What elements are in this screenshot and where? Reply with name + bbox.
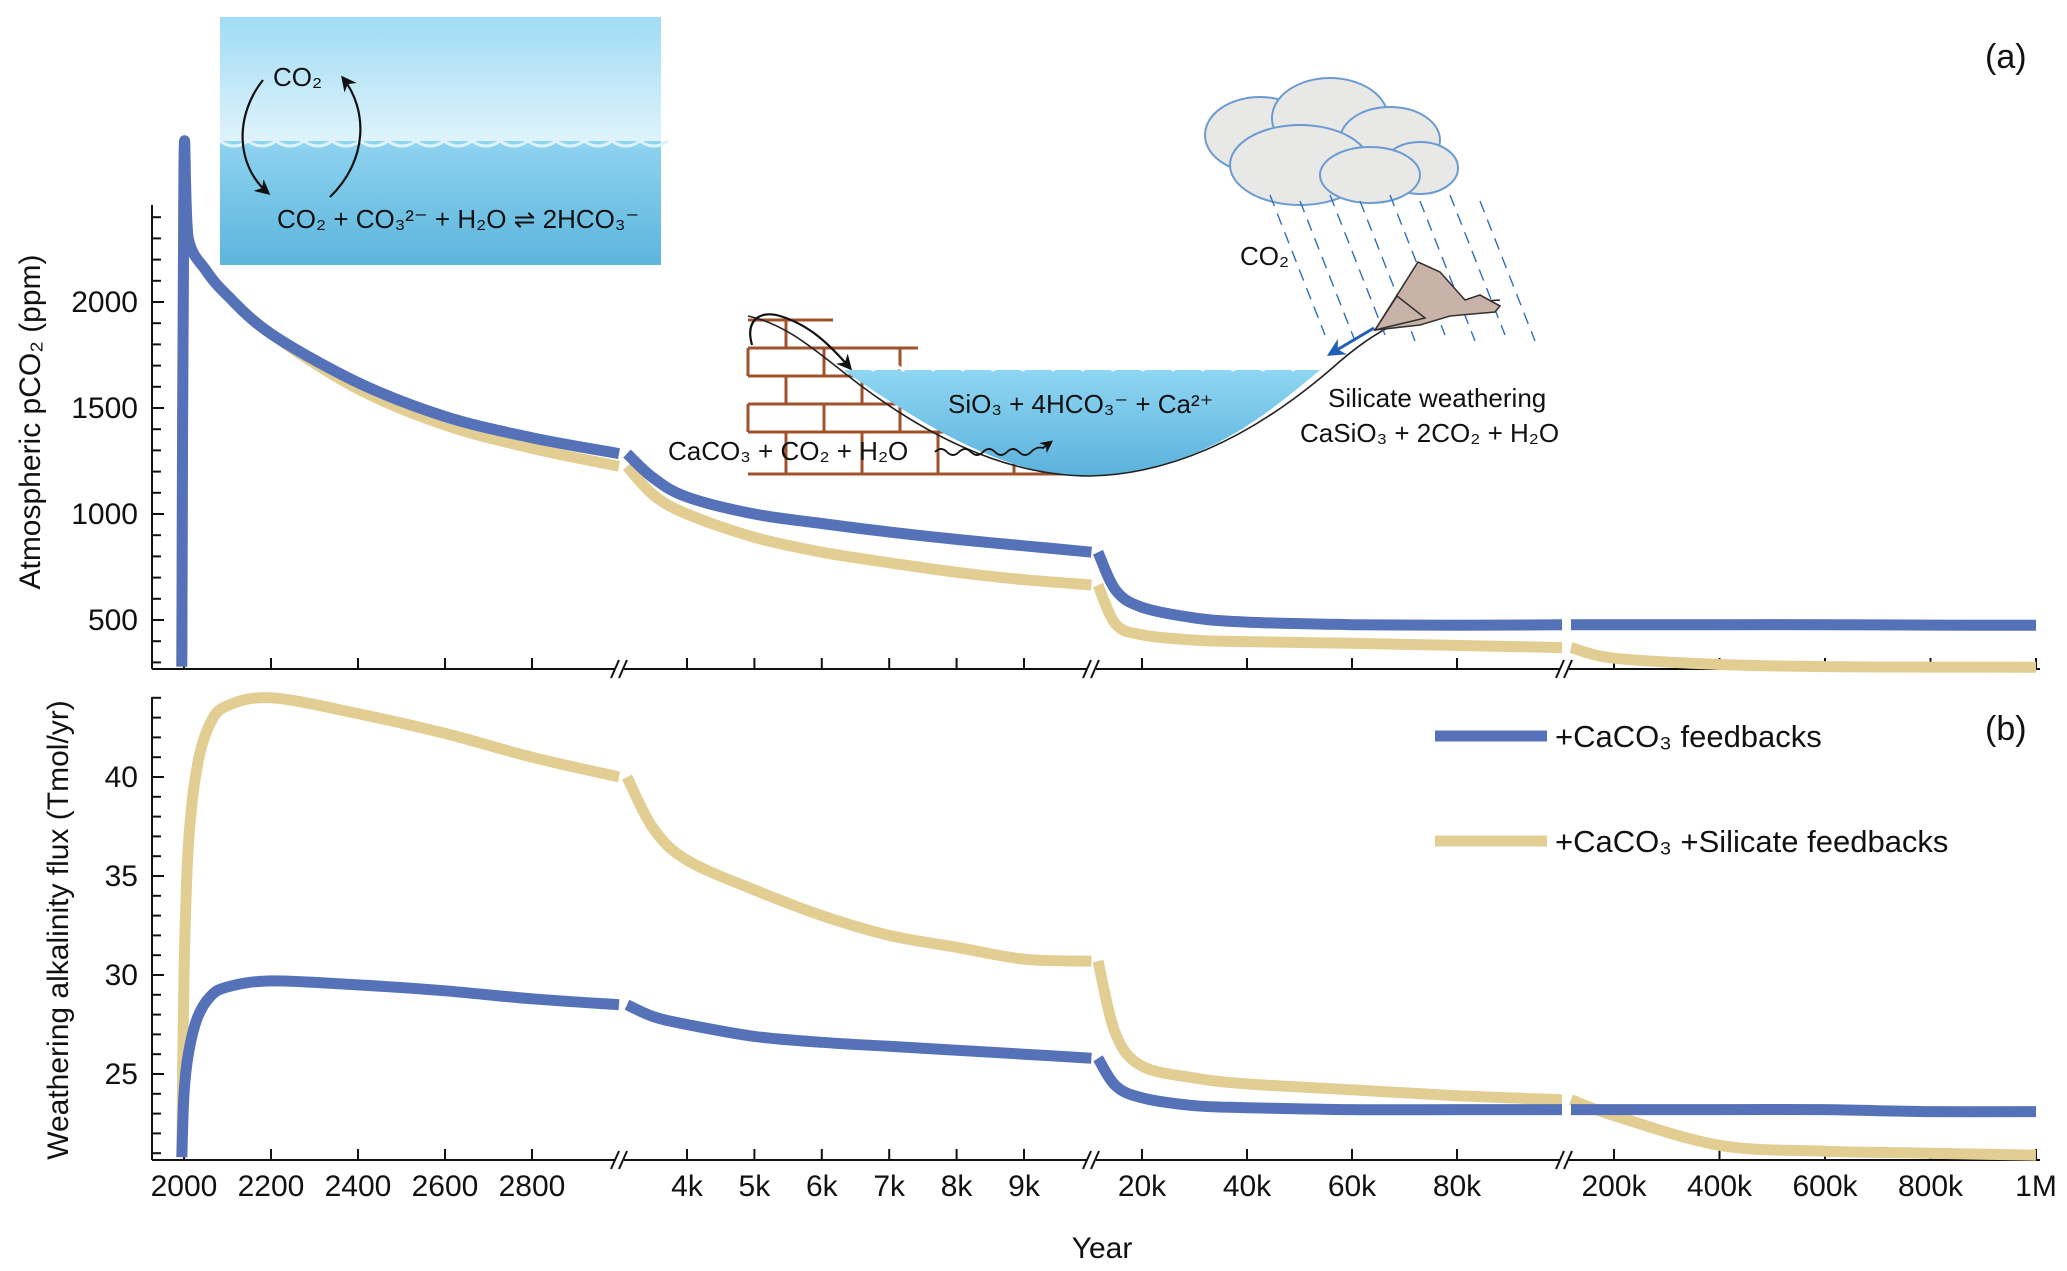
- ocean-equation: CO₂ + CO₃²⁻ + H₂O ⇌ 2HCO₃⁻: [277, 204, 639, 234]
- series-caco3-line: [1092, 549, 1563, 631]
- series-silicate-line: [1092, 582, 1563, 654]
- axis-break-mark: [1082, 1150, 1092, 1170]
- axis-break-mark: [618, 1150, 628, 1170]
- runoff-arrow-icon: [749, 313, 853, 371]
- x-tick-label: 800k: [1898, 1170, 1964, 1203]
- axis-break-mark: [1090, 1150, 1100, 1170]
- x-tick-label: 20k: [1118, 1170, 1167, 1203]
- series-caco3-line: [1093, 1055, 1562, 1116]
- x-tick-label: 4k: [671, 1170, 704, 1203]
- series-silicate-line: [176, 692, 621, 1158]
- ocean-co2-label: CO₂: [273, 62, 322, 92]
- basin-wave-line: [842, 362, 1324, 372]
- panel-b-series: [176, 692, 2037, 1161]
- y-tick-label: 40: [105, 761, 138, 794]
- panel-b-ytick-labels: 25 30 35 40: [105, 761, 138, 1091]
- x-tick-label: 5k: [739, 1170, 772, 1203]
- x-tick-label: 7k: [873, 1170, 906, 1203]
- x-tick-label: 9k: [1008, 1170, 1041, 1203]
- ocean-inset-sea: [220, 141, 661, 265]
- ocean-inset-sky: [220, 17, 661, 141]
- cycle-arrow-up-icon: [329, 75, 362, 198]
- ocean-wave-line: [219, 139, 669, 148]
- rain-line: [1299, 200, 1356, 342]
- axis-break-mark: [1563, 659, 1573, 679]
- series-caco3-line: [623, 449, 1092, 558]
- rain-line: [1269, 194, 1326, 336]
- cycle-arrow-down-icon: [241, 79, 271, 195]
- x-tick-label: 2000: [151, 1170, 218, 1203]
- terrain-outline: [747, 299, 1501, 477]
- series-silicate-line: [1569, 642, 2037, 673]
- x-tick-label: 80k: [1433, 1170, 1482, 1203]
- cloud-icon: [1204, 77, 1459, 206]
- axis-break-mark: [1555, 659, 1565, 679]
- panel-a-ylabel: Atmospheric pCO₂ (ppm): [14, 254, 47, 589]
- legend-label-silicate: +CaCO₃ +Silicate feedbacks: [1555, 824, 1948, 859]
- panel-a-ytick-labels: 500 1000 1500 2000: [71, 286, 138, 637]
- y-tick-label: 35: [105, 860, 138, 893]
- basin-water: [843, 370, 1320, 477]
- series-silicate-line: [1092, 959, 1563, 1106]
- mountain-rock-icon: [1373, 260, 1502, 332]
- y-tick-label: 1000: [71, 498, 138, 531]
- axis-break-mark: [1555, 1150, 1565, 1170]
- basin-dissolved-ions: SiO₃ + 4HCO₃⁻ + Ca²⁺: [948, 389, 1213, 419]
- x-tick-label: 600k: [1792, 1170, 1858, 1203]
- x-tick-label: 6k: [806, 1170, 839, 1203]
- silicate-weathering-title: Silicate weathering: [1328, 383, 1546, 413]
- panel-a-series: [176, 135, 2037, 673]
- silicate-weathering-equation: CaSiO₃ + 2CO₂ + H₂O: [1300, 418, 1559, 448]
- rain-co2-label: CO₂: [1240, 241, 1289, 271]
- x-tick-label: 8k: [941, 1170, 974, 1203]
- axis-break-mark: [1090, 659, 1100, 679]
- series-caco3-line: [624, 999, 1092, 1064]
- rain-line: [1419, 200, 1476, 342]
- axis-break-mark: [610, 659, 620, 679]
- series-caco3-line: [1571, 619, 2037, 631]
- runoff-blue-arrow-icon: [1326, 326, 1375, 356]
- axis-break-mark: [618, 659, 628, 679]
- x-tick-labels: 2000 2200 2400 2600 2800 4k 5k 6k 7k 8k 9k 20k 40k 60…: [151, 1170, 2057, 1203]
- series-caco3-line: [1571, 1103, 2037, 1118]
- series-caco3-line: [176, 975, 620, 1158]
- legend-label-caco3: +CaCO₃ feedbacks: [1555, 719, 1822, 754]
- series-silicate-line: [622, 462, 1092, 591]
- axis-break-mark: [1563, 1150, 1573, 1170]
- ocean-inset: CO₂ CO₂ + CO₃²⁻ + H₂O ⇌ 2HCO₃⁻: [219, 17, 669, 265]
- y-tick-label: 30: [105, 959, 138, 992]
- rain-line: [1329, 194, 1386, 336]
- legend: +CaCO₃ feedbacks +CaCO₃ +Silicate feedba…: [1435, 719, 1948, 859]
- x-tick-label: 400k: [1687, 1170, 1753, 1203]
- series-silicate-line: [622, 774, 1092, 967]
- rain-line: [1479, 200, 1536, 342]
- x-tick-label: 200k: [1581, 1170, 1647, 1203]
- carbonate-weathering-equation: CaCO₃ + CO₂ + H₂O: [668, 436, 908, 466]
- x-tick-label: 2600: [412, 1170, 479, 1203]
- x-tick-label: 40k: [1223, 1170, 1272, 1203]
- panel-b-axes: [151, 696, 2040, 1170]
- x-tick-label: 2200: [238, 1170, 305, 1203]
- weathering-inset: SiO₃ + 4HCO₃⁻ + Ca²⁺ CaCO₃ + CO₂ + H₂O C…: [668, 77, 1559, 477]
- x-axis-title: Year: [1072, 1232, 1133, 1265]
- axis-break-mark: [610, 1150, 620, 1170]
- axis-break-mark: [1082, 659, 1092, 679]
- dissolution-squiggle-arrow-icon: [934, 440, 1054, 456]
- x-tick-label: 2400: [325, 1170, 392, 1203]
- series-caco3-line: [176, 135, 621, 667]
- y-tick-label: 25: [105, 1058, 138, 1091]
- series-silicate-line: [1568, 1094, 2037, 1161]
- x-tick-label: 60k: [1328, 1170, 1377, 1203]
- x-tick-label: 1M: [2015, 1170, 2057, 1203]
- panel-a-label: (a): [1985, 38, 2027, 76]
- y-tick-label: 2000: [71, 286, 138, 319]
- x-tick-label: 2800: [499, 1170, 566, 1203]
- panel-b-ylabel: Weathering alkalinity flux (Tmol/yr): [42, 700, 75, 1160]
- y-tick-label: 500: [88, 604, 138, 637]
- y-tick-label: 1500: [71, 392, 138, 425]
- panel-b-label: (b): [1985, 710, 2027, 748]
